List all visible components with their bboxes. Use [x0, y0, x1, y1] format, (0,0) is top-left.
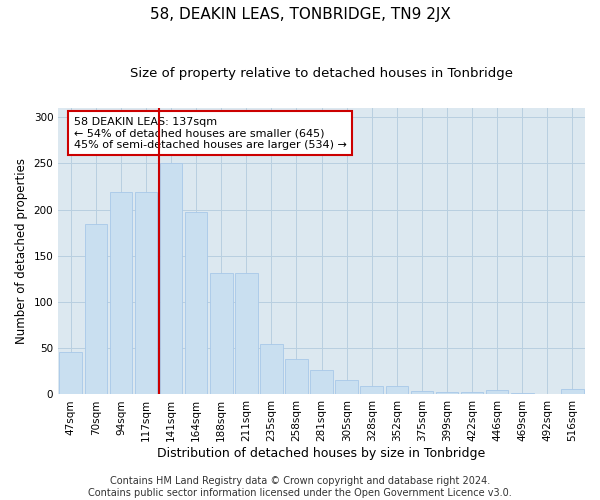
Title: Size of property relative to detached houses in Tonbridge: Size of property relative to detached ho…: [130, 68, 513, 80]
Text: 58, DEAKIN LEAS, TONBRIDGE, TN9 2JX: 58, DEAKIN LEAS, TONBRIDGE, TN9 2JX: [149, 8, 451, 22]
Bar: [110, 192, 132, 394]
X-axis label: Distribution of detached houses by size in Tonbridge: Distribution of detached houses by size …: [157, 447, 486, 460]
Bar: [235, 272, 257, 394]
Text: 58 DEAKIN LEAS: 137sqm
← 54% of detached houses are smaller (645)
45% of semi-de: 58 DEAKIN LEAS: 137sqm ← 54% of detached…: [74, 116, 347, 150]
Bar: [310, 370, 333, 394]
Bar: [511, 392, 533, 394]
Bar: [85, 224, 107, 394]
Bar: [134, 192, 157, 394]
Bar: [410, 391, 433, 394]
Bar: [486, 390, 508, 394]
Text: Contains HM Land Registry data © Crown copyright and database right 2024.
Contai: Contains HM Land Registry data © Crown c…: [88, 476, 512, 498]
Bar: [335, 380, 358, 394]
Bar: [260, 344, 283, 394]
Bar: [210, 272, 233, 394]
Bar: [285, 360, 308, 394]
Y-axis label: Number of detached properties: Number of detached properties: [15, 158, 28, 344]
Bar: [185, 212, 208, 394]
Bar: [59, 352, 82, 395]
Bar: [436, 392, 458, 394]
Bar: [461, 392, 484, 394]
Bar: [361, 386, 383, 394]
Bar: [160, 164, 182, 394]
Bar: [561, 389, 584, 394]
Bar: [386, 386, 408, 394]
